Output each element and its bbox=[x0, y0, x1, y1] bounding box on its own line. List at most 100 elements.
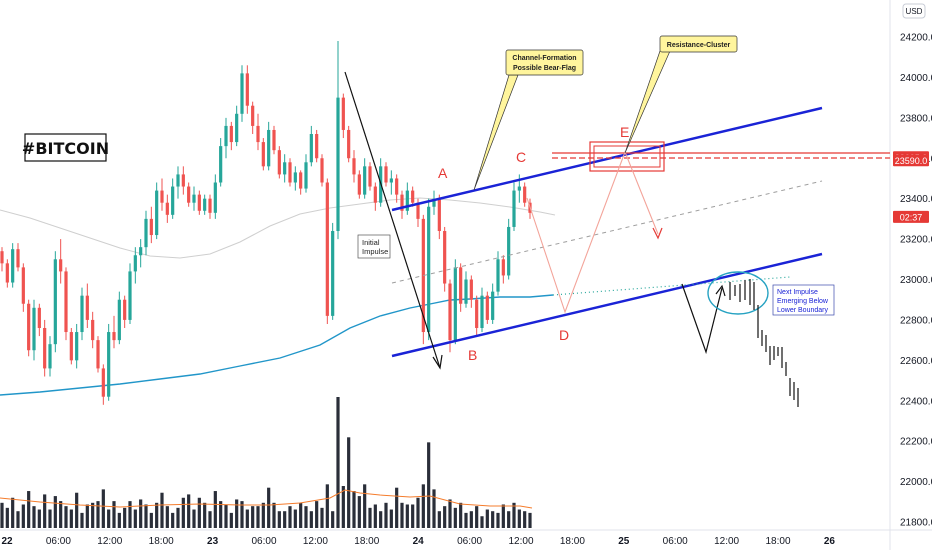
candle[interactable] bbox=[224, 117, 228, 159]
candle[interactable] bbox=[277, 146, 281, 179]
candle[interactable] bbox=[192, 186, 196, 211]
candle[interactable] bbox=[341, 93, 345, 139]
candle[interactable] bbox=[459, 263, 463, 312]
candle[interactable] bbox=[469, 275, 473, 308]
candle[interactable] bbox=[181, 166, 185, 195]
initial-impulse-arrow[interactable] bbox=[344, 71, 441, 369]
candle[interactable] bbox=[48, 336, 52, 377]
candle[interactable] bbox=[16, 243, 20, 272]
candle[interactable] bbox=[507, 218, 511, 280]
callout-next-impulse[interactable]: Next Impulse Emerging Below Lower Bounda… bbox=[772, 284, 835, 316]
candle[interactable] bbox=[443, 226, 447, 292]
candle[interactable] bbox=[101, 364, 105, 405]
candle[interactable] bbox=[272, 125, 276, 155]
candle[interactable] bbox=[187, 182, 191, 207]
channel-lower-line[interactable] bbox=[391, 252, 823, 358]
candle[interactable] bbox=[160, 178, 164, 211]
candle[interactable] bbox=[320, 154, 324, 187]
candle[interactable] bbox=[480, 287, 484, 333]
candle[interactable] bbox=[27, 299, 31, 357]
candle[interactable] bbox=[171, 178, 175, 219]
candle[interactable] bbox=[133, 247, 137, 284]
currency-badge[interactable]: USD bbox=[902, 3, 926, 19]
candle[interactable] bbox=[197, 190, 201, 215]
candle[interactable] bbox=[165, 194, 169, 223]
candle[interactable] bbox=[75, 323, 79, 369]
candle[interactable] bbox=[235, 105, 239, 147]
next-impulse-path[interactable] bbox=[681, 283, 723, 355]
candle[interactable] bbox=[400, 190, 404, 219]
candle[interactable] bbox=[427, 198, 431, 341]
next-impulse-ellipse[interactable] bbox=[707, 271, 769, 315]
candle[interactable] bbox=[331, 222, 335, 320]
candle[interactable] bbox=[53, 251, 57, 353]
candle[interactable] bbox=[325, 178, 329, 324]
candle[interactable] bbox=[299, 170, 303, 195]
candle[interactable] bbox=[512, 182, 516, 232]
candle[interactable] bbox=[288, 158, 292, 187]
candle[interactable] bbox=[309, 125, 313, 167]
candle[interactable] bbox=[59, 239, 63, 284]
candle[interactable] bbox=[475, 295, 479, 337]
candlestick-series[interactable] bbox=[0, 41, 532, 405]
candle[interactable] bbox=[11, 243, 15, 288]
candle[interactable] bbox=[139, 239, 143, 268]
candle[interactable] bbox=[112, 315, 116, 349]
candle[interactable] bbox=[0, 247, 4, 272]
candle[interactable] bbox=[411, 186, 415, 207]
candle[interactable] bbox=[91, 311, 95, 349]
candle[interactable] bbox=[85, 283, 89, 328]
candle[interactable] bbox=[80, 287, 84, 341]
candle[interactable] bbox=[421, 214, 425, 345]
candle[interactable] bbox=[357, 170, 361, 199]
candle[interactable] bbox=[283, 154, 287, 183]
candle[interactable] bbox=[155, 182, 159, 240]
candle[interactable] bbox=[453, 259, 457, 345]
candle[interactable] bbox=[384, 162, 388, 187]
candle[interactable] bbox=[389, 170, 393, 195]
candle[interactable] bbox=[213, 174, 217, 219]
candle[interactable] bbox=[315, 129, 319, 163]
candle[interactable] bbox=[491, 283, 495, 324]
callout-channel-formation[interactable]: Channel-Formation Possible Bear-Flag bbox=[473, 49, 584, 191]
time-axis[interactable]: 22 06:00 12:00 18:00 23 06:00 12:00 18:00 24 06:0… bbox=[1, 536, 835, 547]
candle[interactable] bbox=[245, 65, 249, 114]
candle[interactable] bbox=[395, 174, 399, 203]
candle[interactable] bbox=[176, 166, 180, 199]
candle[interactable] bbox=[64, 267, 68, 341]
projected-path[interactable] bbox=[526, 150, 659, 314]
title-box[interactable]: #BITCOIN bbox=[22, 133, 109, 162]
candle[interactable] bbox=[96, 336, 100, 373]
candle[interactable] bbox=[229, 121, 233, 151]
candle[interactable] bbox=[368, 162, 372, 191]
candle[interactable] bbox=[501, 255, 505, 284]
candle[interactable] bbox=[336, 41, 340, 240]
candle[interactable] bbox=[128, 263, 132, 324]
resistance-cluster-box-outer[interactable] bbox=[589, 141, 665, 172]
candle[interactable] bbox=[149, 206, 153, 244]
candle[interactable] bbox=[219, 138, 223, 187]
candle[interactable] bbox=[293, 166, 297, 191]
candle[interactable] bbox=[43, 319, 47, 377]
candle[interactable] bbox=[496, 251, 500, 296]
candle[interactable] bbox=[107, 323, 111, 401]
candle[interactable] bbox=[405, 182, 409, 215]
candle[interactable] bbox=[267, 121, 271, 171]
candle[interactable] bbox=[464, 271, 468, 308]
candle[interactable] bbox=[117, 291, 121, 345]
candle[interactable] bbox=[251, 101, 255, 134]
candle[interactable] bbox=[208, 194, 212, 219]
candle[interactable] bbox=[448, 279, 452, 353]
candle[interactable] bbox=[347, 125, 351, 163]
callout-initial-impulse[interactable]: Initial Impulse bbox=[357, 234, 391, 259]
candle[interactable] bbox=[523, 182, 527, 207]
candle[interactable] bbox=[256, 113, 260, 151]
candle[interactable] bbox=[203, 194, 207, 215]
channel-upper-line[interactable] bbox=[391, 106, 823, 212]
candle[interactable] bbox=[485, 291, 489, 324]
candle[interactable] bbox=[32, 299, 36, 361]
candle[interactable] bbox=[240, 65, 244, 122]
candle[interactable] bbox=[373, 182, 377, 211]
callout-resistance-cluster[interactable]: Resistance-Cluster bbox=[624, 35, 738, 154]
